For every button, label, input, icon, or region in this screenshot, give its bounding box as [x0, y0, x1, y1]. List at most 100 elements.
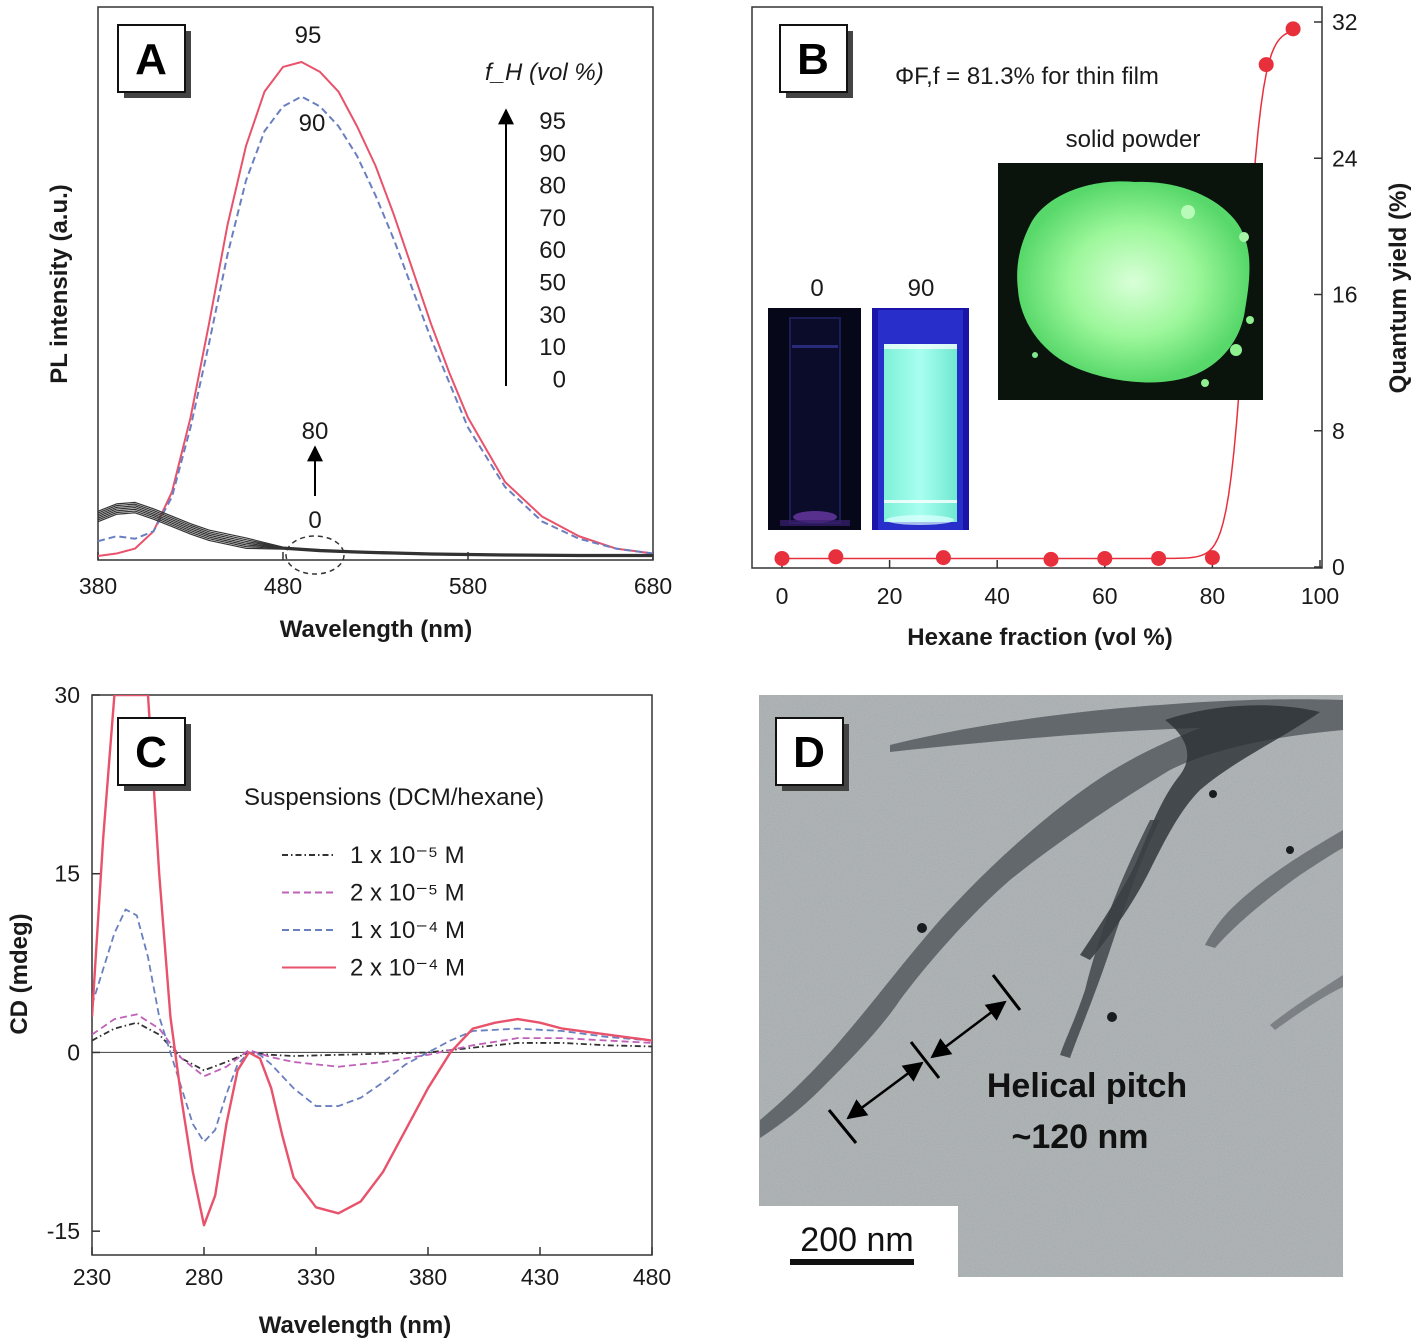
x-tick-label-b: 40 — [984, 583, 1010, 609]
series-line-c — [92, 1021, 652, 1072]
annotation-95: 95 — [295, 22, 322, 49]
legend-a-entry: 30 — [539, 302, 566, 329]
x-tick-label-b: 100 — [1301, 583, 1339, 609]
legend-a-entry: 10 — [539, 334, 566, 361]
plot-frame-b — [751, 6, 1323, 569]
x-axis-label-c: Wavelength (nm) — [259, 1312, 451, 1339]
series-line-c — [92, 1013, 652, 1078]
y-tick-label-b: 32 — [1332, 9, 1358, 35]
pitch-tick — [991, 974, 1022, 1011]
pitch-arrow-1 — [846, 1061, 924, 1120]
x-tick-label-b: 80 — [1200, 583, 1226, 609]
helical-pitch-label: Helical pitch — [987, 1067, 1187, 1105]
y-tick-label-c: 15 — [54, 861, 80, 887]
annotation-thin-film-qy: ΦF,f = 81.3% for thin film — [895, 63, 1159, 90]
data-point-b — [828, 549, 844, 565]
legend-c-title: Suspensions (DCM/hexane) — [244, 784, 544, 811]
y-tick-label-c: 0 — [67, 1039, 80, 1065]
x-axis-label-b: Hexane fraction (vol %) — [907, 624, 1172, 651]
annotation-solid-powder: solid powder — [1066, 126, 1201, 153]
x-tick-label-c: 380 — [409, 1264, 447, 1290]
x-tick-label-c: 480 — [633, 1264, 671, 1290]
series-line-a-0-80 — [97, 501, 653, 556]
x-tick-label-a: 580 — [449, 573, 487, 599]
legend-c-entry: 2 x 10⁻⁴ M — [350, 955, 465, 982]
series-line-a-0-80 — [97, 508, 653, 557]
panel-a: 380 480 580 680 A 95 90 80 0 f_H (vol %) 95… — [79, 6, 672, 599]
y-tick-label-b: 8 — [1332, 418, 1345, 444]
x-tick-label-a: 480 — [264, 573, 302, 599]
solid-powder-photo — [998, 163, 1263, 400]
vial-photo-90 — [872, 308, 969, 530]
annotation-90: 90 — [299, 110, 326, 137]
legend-a-title: f_H (vol %) — [485, 59, 604, 86]
panel-label-c: C — [117, 717, 191, 791]
y-tick-label-b: 16 — [1332, 282, 1358, 308]
x-tick-label-c: 330 — [297, 1264, 335, 1290]
scale-bar — [790, 1259, 914, 1265]
y-axis-right-b: 0 8 16 24 32 Quantum yield (%) — [1314, 9, 1412, 580]
x-axis-label-a: Wavelength (nm) — [280, 616, 472, 643]
panel-letter-c: C — [135, 728, 167, 777]
panel-c: 230 280 330 380 430 480 -15 0 15 30 C Suspensions… — [47, 682, 671, 1290]
series-line-c — [92, 908, 652, 1143]
y-tick-label-b: 24 — [1332, 145, 1358, 171]
annotation-vial-0: 0 — [810, 275, 823, 302]
data-point-b — [1285, 21, 1301, 37]
legend-c-entry: 1 x 10⁻⁴ M — [350, 917, 465, 944]
y-axis-label-b: Quantum yield (%) — [1385, 183, 1412, 394]
panel-letter-b: B — [797, 35, 829, 84]
panel-d: Helical pitch ~120 nm 200 nm D — [759, 695, 1343, 1277]
data-point-b — [1097, 550, 1113, 566]
dashed-ellipse-marker — [285, 535, 345, 575]
x-tick-label-c: 430 — [521, 1264, 559, 1290]
series-line-a-0-80 — [97, 503, 653, 556]
helical-pitch-value: ~120 nm — [1011, 1118, 1148, 1156]
legend-a-entry: 60 — [539, 237, 566, 264]
x-tick-label-a: 380 — [79, 573, 117, 599]
data-point-b — [774, 550, 790, 566]
series-line-a-0-80 — [97, 510, 653, 557]
y-axis-label-c: CD (mdeg) — [6, 913, 33, 1034]
panel-label-a: A — [117, 24, 191, 98]
legend-a-entry: 80 — [539, 173, 566, 200]
legend-a-entry: 70 — [539, 205, 566, 232]
annotation-vial-90: 90 — [908, 275, 935, 302]
legend-a-entry: 50 — [539, 270, 566, 297]
data-point-b — [1043, 551, 1059, 567]
vial-photo-0 — [768, 308, 861, 530]
x-tick-label-b: 20 — [877, 583, 903, 609]
annotation-80: 80 — [302, 418, 329, 445]
plot-area-a: 380 480 580 680 — [79, 61, 672, 599]
x-tick-label-b: 60 — [1092, 583, 1118, 609]
data-point-b — [1204, 550, 1220, 566]
series-line-a-90 — [97, 95, 654, 555]
scale-bar-label: 200 nm — [800, 1221, 913, 1259]
data-point-b — [1151, 550, 1167, 566]
x-tick-label-b: 0 — [776, 583, 789, 609]
legend-a-entry: 0 — [553, 366, 566, 393]
plot-frame-c — [91, 694, 653, 1256]
x-tick-label-a: 680 — [634, 573, 672, 599]
data-point-b — [935, 550, 951, 566]
tem-image — [759, 695, 1343, 1277]
series-line-a-95 — [97, 61, 654, 557]
pitch-tick — [909, 1041, 941, 1079]
y-tick-label-c: -15 — [47, 1218, 80, 1244]
plot-area-c: 230 280 330 380 430 480 -15 0 15 30 — [47, 682, 671, 1290]
scale-bar-box: 200 nm — [759, 1206, 958, 1277]
pitch-markers — [827, 974, 1022, 1144]
panel-b: 0 20 40 60 80 100 B ΦF,f = 81.3% for thin fil… — [751, 6, 1412, 609]
plot-frame-a — [97, 6, 654, 561]
plot-area-b: 0 20 40 60 80 100 — [774, 21, 1339, 609]
legend-c-entry: 2 x 10⁻⁵ M — [350, 880, 465, 907]
legend-a-entry: 90 — [539, 140, 566, 167]
pitch-arrow-2 — [930, 1000, 1007, 1059]
x-tick-label-c: 280 — [185, 1264, 223, 1290]
data-point-b — [1258, 57, 1274, 73]
panel-label-b: B — [779, 24, 853, 98]
pitch-tick — [827, 1109, 858, 1144]
legend-c: 1 x 10⁻⁵ M 2 x 10⁻⁵ M 1 x 10⁻⁴ M 2 x 10⁻⁴ M — [282, 842, 465, 982]
legend-a-entry: 95 — [539, 108, 566, 135]
